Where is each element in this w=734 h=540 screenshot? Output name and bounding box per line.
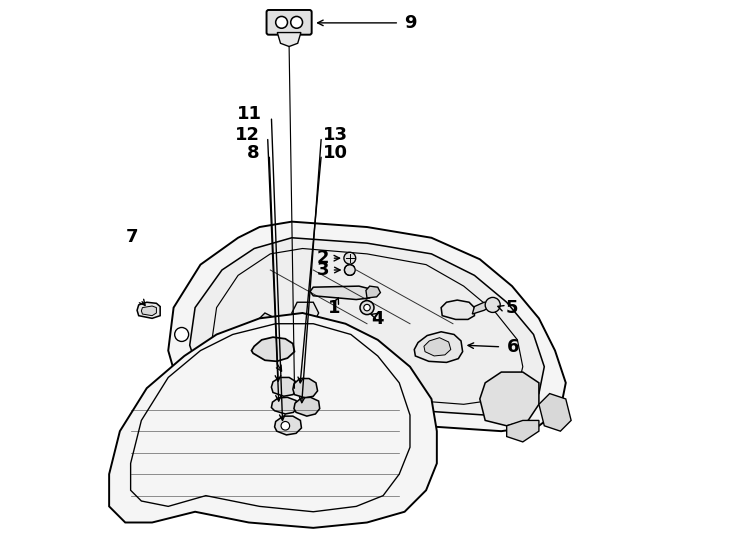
Polygon shape (310, 286, 372, 300)
Text: 3: 3 (317, 261, 330, 279)
Polygon shape (272, 397, 297, 414)
Text: 9: 9 (404, 14, 417, 32)
Text: 11: 11 (237, 105, 262, 123)
Polygon shape (539, 394, 571, 431)
Polygon shape (200, 345, 233, 383)
Circle shape (360, 301, 374, 315)
Circle shape (281, 422, 290, 430)
Circle shape (364, 305, 370, 311)
Polygon shape (137, 302, 160, 319)
Polygon shape (292, 302, 319, 323)
Polygon shape (480, 372, 539, 426)
Text: 1: 1 (327, 299, 340, 316)
Polygon shape (366, 286, 380, 298)
Polygon shape (277, 32, 301, 46)
Text: 8: 8 (247, 144, 260, 162)
Polygon shape (472, 302, 490, 314)
Text: 13: 13 (323, 126, 348, 144)
Text: 4: 4 (371, 310, 384, 328)
Text: 12: 12 (235, 126, 260, 144)
Polygon shape (168, 221, 566, 431)
Circle shape (276, 16, 288, 28)
Polygon shape (293, 379, 318, 398)
FancyBboxPatch shape (266, 10, 312, 35)
Polygon shape (441, 300, 474, 320)
Polygon shape (294, 397, 320, 416)
Polygon shape (254, 313, 281, 345)
Polygon shape (109, 313, 437, 528)
Polygon shape (189, 238, 545, 415)
Polygon shape (142, 306, 156, 316)
Circle shape (344, 252, 356, 264)
Text: 5: 5 (506, 299, 518, 316)
Circle shape (210, 354, 218, 363)
Text: 10: 10 (323, 144, 348, 162)
Circle shape (291, 16, 302, 28)
Text: 6: 6 (506, 338, 519, 356)
Circle shape (344, 265, 355, 275)
Polygon shape (275, 416, 302, 435)
Polygon shape (414, 332, 462, 362)
Text: 2: 2 (317, 249, 330, 267)
Text: 7: 7 (126, 228, 138, 246)
Polygon shape (272, 377, 297, 396)
Circle shape (485, 298, 501, 313)
Polygon shape (424, 338, 451, 356)
Polygon shape (506, 421, 539, 442)
Polygon shape (252, 337, 294, 361)
Circle shape (175, 327, 189, 341)
